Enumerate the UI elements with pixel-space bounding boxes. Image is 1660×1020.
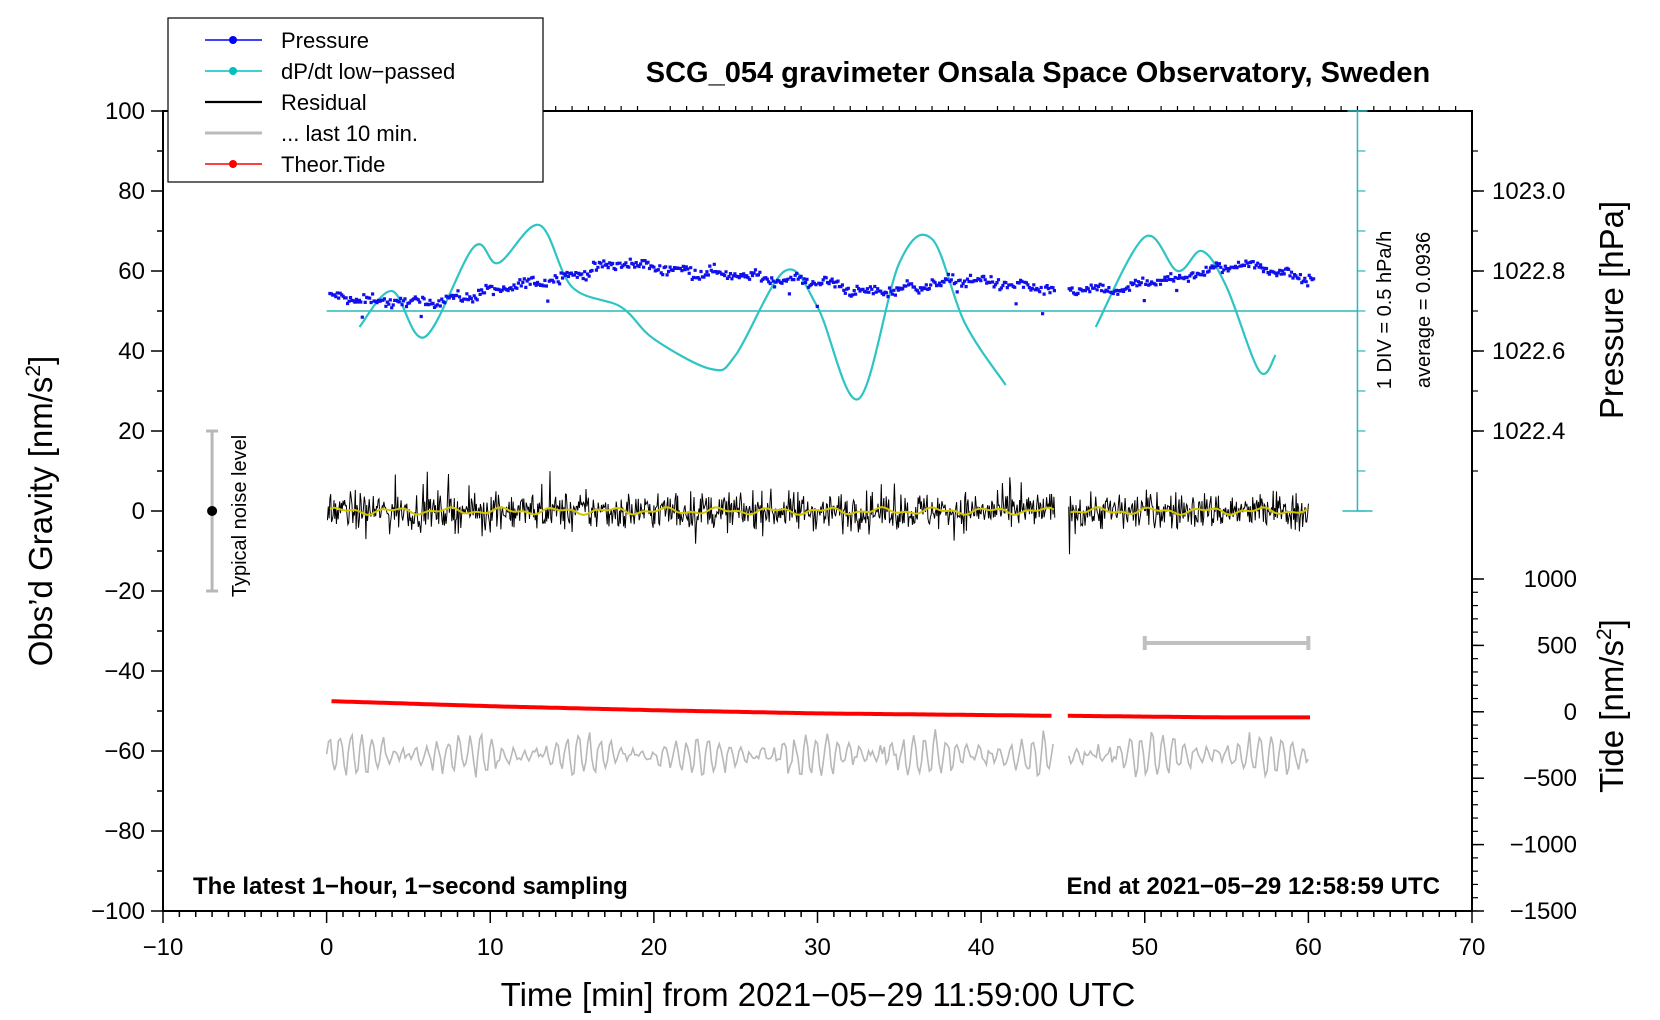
- tide-axis: −1500 −1000 −500 0 500 1000: [1472, 566, 1577, 925]
- y-tick-label: −60: [104, 738, 145, 765]
- x-tick-label: 20: [641, 934, 668, 961]
- y-axis-label: Obs’d Gravity [nm/s2]: [22, 356, 59, 667]
- tide-tick-label: 500: [1537, 632, 1577, 659]
- x-tick-label: 40: [968, 934, 995, 961]
- y-tick-labels: −100 −80 −60 −40 −20 0 20 40 60 80 100: [91, 98, 145, 925]
- pressure-tick-label: 1022.8: [1492, 258, 1565, 285]
- y-tick-label: −40: [104, 658, 145, 685]
- dpdt-line: [1094, 234, 1277, 375]
- legend-label: dP/dt low−passed: [281, 59, 455, 84]
- y-tick-label: 0: [132, 498, 145, 525]
- end-time-note: End at 2021−05−29 12:58:59 UTC: [1066, 873, 1440, 900]
- legend-box: [167, 17, 544, 183]
- residual-line: [326, 471, 1309, 555]
- pressure-tick-label: 1023.0: [1492, 178, 1565, 205]
- dpdt-line: [358, 223, 1007, 401]
- noise-level-label: Typical noise level: [229, 435, 251, 597]
- sampling-note: The latest 1−hour, 1−second sampling: [193, 873, 628, 900]
- x-tick-label: 60: [1295, 934, 1322, 961]
- noise-bar-marker: [207, 506, 218, 516]
- x-tick-label: 30: [804, 934, 831, 961]
- x-tick-label: 0: [320, 934, 333, 961]
- legend-label: Residual: [281, 90, 367, 115]
- x-tick-label: 70: [1459, 934, 1486, 961]
- y-tick-label: 40: [118, 338, 145, 365]
- y-tick-label: 80: [118, 178, 145, 205]
- pressure-tick-label: 1022.4: [1492, 418, 1565, 445]
- x-tick-labels: −10 0 10 20 30 40 50 60 70: [143, 934, 1486, 961]
- tide-line: [331, 699, 1052, 718]
- y-tick-label: 60: [118, 258, 145, 285]
- x-tick-label: 10: [477, 934, 504, 961]
- legend: Pressure dP/dt low−passed Residual ... last…: [167, 17, 544, 183]
- legend-label: Pressure: [281, 28, 369, 53]
- div-label: 1 DIV = 0.5 hPa/h: [1374, 231, 1396, 389]
- y-tick-label: −20: [104, 578, 145, 605]
- x-tick-label: −10: [143, 934, 184, 961]
- legend-marker: [229, 36, 237, 44]
- pressure-axis: 1022.4 1022.6 1022.8 1023.0: [1342, 110, 1565, 512]
- tide-tick-label: −1500: [1510, 898, 1577, 925]
- legend-marker: [229, 160, 237, 168]
- pressure-points: [328, 257, 1316, 319]
- chart-title: SCG_054 gravimeter Onsala Space Observat…: [646, 57, 1430, 89]
- y-tick-label: 20: [118, 418, 145, 445]
- legend-label: Theor.Tide: [281, 152, 385, 177]
- pressure-tick-label: 1022.6: [1492, 338, 1565, 365]
- tide-axis-label: Tide [nm/s2]: [1593, 619, 1630, 793]
- x-axis-label: Time [min] from 2021−05−29 11:59:00 UTC: [501, 976, 1136, 1013]
- pressure-axis-label: Pressure [hPa]: [1593, 201, 1630, 419]
- x-tick-label: 50: [1131, 934, 1158, 961]
- tide-tick-label: 0: [1564, 699, 1577, 726]
- y-tick-label: −80: [104, 818, 145, 845]
- y-tick-label: −100: [91, 898, 145, 925]
- residual-smoothed-line: [329, 505, 1309, 517]
- last10-line: [325, 729, 1310, 780]
- average-label: average = 0.0936: [1413, 232, 1435, 388]
- legend-marker: [229, 67, 237, 75]
- tide-tick-label: 1000: [1524, 566, 1577, 593]
- tide-tick-label: −500: [1523, 765, 1577, 792]
- legend-label: ... last 10 min.: [281, 121, 418, 146]
- series-layer: [206, 223, 1358, 780]
- y-tick-label: 100: [105, 98, 145, 125]
- tide-line: [1067, 713, 1310, 720]
- tide-tick-label: −1000: [1510, 832, 1577, 859]
